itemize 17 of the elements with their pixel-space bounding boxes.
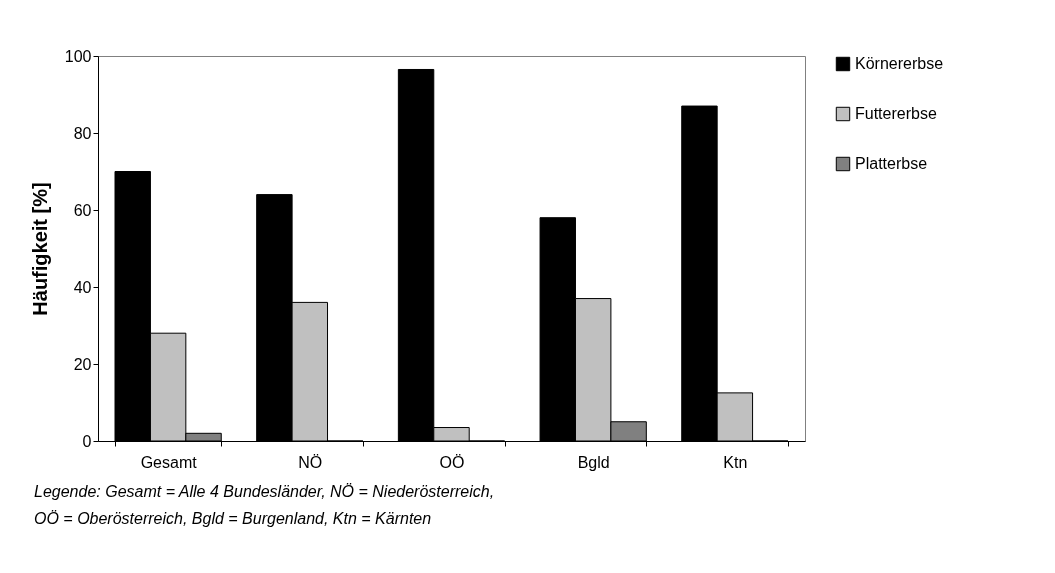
x-tick-label: OÖ (439, 453, 465, 471)
legend-label: Körnererbse (855, 55, 944, 72)
y-tick-label: 80 (73, 124, 92, 142)
y-tick-label: 20 (73, 355, 92, 373)
legend-label: Platterbse (855, 155, 928, 172)
y-tick-label: 0 (82, 432, 92, 450)
x-tick-label: Gesamt (140, 453, 198, 471)
x-tick-label: NÖ (298, 453, 323, 471)
text: Legende: Gesamt = Alle 4 Bundesländer, NÖ = Niederösterreich, (34, 482, 495, 502)
y-tick-label: 60 (73, 201, 92, 219)
text: OÖ = Oberösterreich, Bgld = Burgenland, Ktn = Kärnten (34, 509, 433, 529)
x-tick-label: Bgld (577, 453, 610, 471)
y-tick-label: 100 (64, 47, 92, 65)
legend-label: Futtererbse (855, 105, 937, 122)
y-tick-label: 40 (73, 278, 92, 296)
y-axis-title: Häufigkeit [%] (28, 182, 51, 316)
x-tick-label: Ktn (723, 453, 748, 471)
